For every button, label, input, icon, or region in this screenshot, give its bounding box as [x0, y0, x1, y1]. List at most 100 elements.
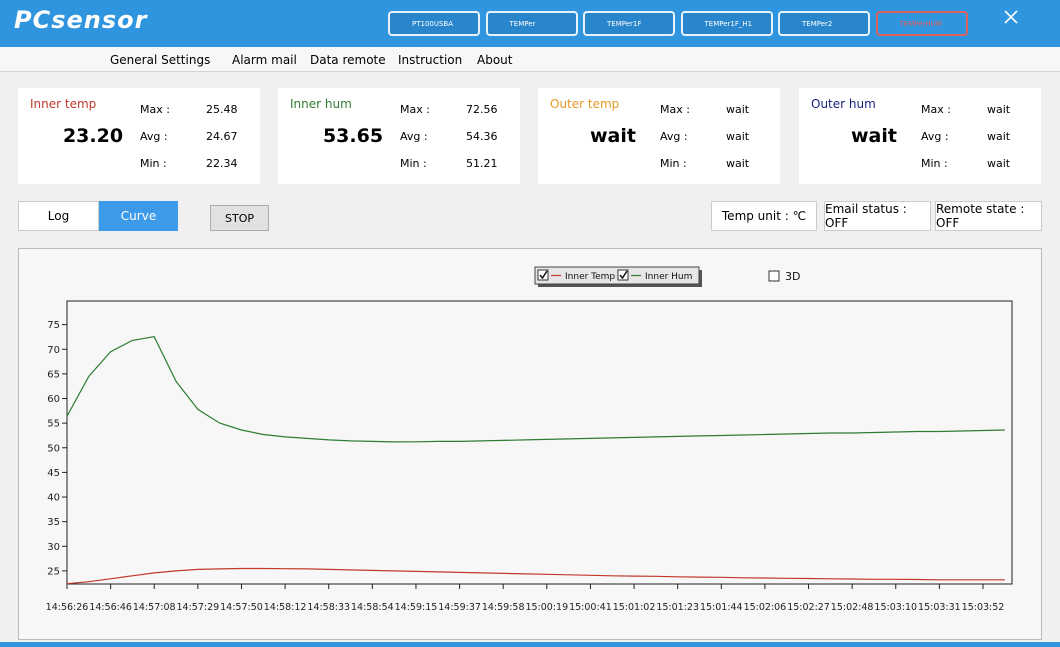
legend-label: Inner Hum: [645, 272, 692, 282]
y-tick-label: 75: [47, 320, 60, 331]
legend-label: Inner Temp: [565, 272, 615, 282]
x-tick-label: 15:02:48: [831, 602, 874, 613]
stat-label: Avg :: [660, 130, 688, 143]
x-tick-label: 15:00:19: [525, 602, 568, 613]
x-tick-label: 14:59:58: [482, 602, 525, 613]
stat-value: wait: [987, 103, 1011, 116]
stat-label: Min :: [140, 157, 167, 170]
x-tick-label: 14:56:46: [89, 602, 132, 613]
stat-label: Avg :: [140, 130, 168, 143]
data-line: [66, 567, 1005, 585]
stop-button[interactable]: STOP: [210, 205, 269, 231]
stat-value: 22.34: [206, 157, 238, 170]
x-tick-label: 14:58:54: [351, 602, 394, 613]
data-line: [66, 336, 1005, 443]
check-mark: [539, 270, 548, 280]
stat-label: Max :: [660, 103, 690, 116]
chart-panel: 25 30 35 40 45 50 55 60 65 70 75 14:56:26 14:56:46 14…: [18, 248, 1042, 640]
bottom-border: [0, 642, 1060, 647]
y-tick-label: 65: [47, 369, 60, 380]
x-tick-label: 15:02:06: [744, 602, 787, 613]
stat-value: 24.67: [206, 130, 238, 143]
x-tick-label: 14:59:37: [438, 602, 481, 613]
stat-label: Max :: [400, 103, 430, 116]
plot-area: [66, 300, 1013, 585]
legend-checkbox[interactable]: [617, 269, 629, 281]
3d-checkbox[interactable]: [768, 270, 780, 282]
menu-bar: General Settings Alarm mail Data remote Ins…: [0, 47, 1060, 72]
y-tick-label: 60: [47, 394, 60, 405]
curve-tab[interactable]: Curve: [99, 201, 178, 231]
reading-card: Inner temp 23.20 Max : 25.48 Avg : 24.67 Min :…: [18, 88, 260, 184]
x-tick-label: 15:01:02: [613, 602, 656, 613]
device-tab[interactable]: PT100USBA: [388, 11, 480, 36]
y-tick-label: 50: [47, 443, 60, 454]
x-tick-label: 14:57:29: [177, 602, 220, 613]
y-tick-label: 55: [47, 419, 60, 430]
check-mark: [619, 270, 628, 280]
menu-item[interactable]: About: [477, 53, 513, 67]
y-tick-label: 45: [47, 468, 60, 479]
stat-label: Avg :: [400, 130, 428, 143]
y-tick-label: 70: [47, 345, 60, 356]
stat-value: 72.56: [466, 103, 498, 116]
stat-label: Max :: [921, 103, 951, 116]
menu-item[interactable]: Data remote: [310, 53, 386, 67]
x-tick-label: 15:02:27: [787, 602, 830, 613]
x-tick-label: 15:00:41: [569, 602, 612, 613]
stat-value: wait: [726, 130, 750, 143]
card-value: 23.20: [62, 125, 124, 147]
stat-value: wait: [987, 130, 1011, 143]
3d-label: 3D: [785, 270, 800, 283]
card-label: Inner temp: [30, 97, 97, 111]
stat-value: 54.36: [466, 130, 498, 143]
stat-label: Min :: [660, 157, 687, 170]
y-tick-label: 40: [47, 493, 60, 504]
x-tick-label: 14:57:50: [220, 602, 263, 613]
stat-value: wait: [726, 157, 750, 170]
x-tick-label: 15:03:10: [874, 602, 917, 613]
stat-label: Avg :: [921, 130, 949, 143]
x-tick-label: 15:01:23: [656, 602, 699, 613]
card-value: wait: [851, 125, 897, 147]
device-tab[interactable]: TEMPer2: [778, 11, 870, 36]
reading-card: Outer temp wait Max : wait Avg : wait Min : wai…: [538, 88, 780, 184]
legend-checkbox[interactable]: [537, 269, 549, 281]
x-tick-label: 15:03:52: [962, 602, 1005, 613]
card-value: wait: [590, 125, 636, 147]
close-button[interactable]: [1004, 10, 1018, 24]
x-tick-label: 14:56:26: [46, 602, 89, 613]
y-tick-label: 35: [47, 517, 60, 528]
device-tab[interactable]: TEMPer: [485, 11, 578, 36]
y-tick-label: 25: [47, 566, 60, 577]
stat-label: Min :: [400, 157, 427, 170]
status-button[interactable]: Temp unit : ℃: [711, 201, 817, 231]
stat-label: Max :: [140, 103, 170, 116]
stat-label: Min :: [921, 157, 948, 170]
menu-item[interactable]: General Settings: [110, 53, 211, 67]
x-tick-label: 14:58:33: [307, 602, 350, 613]
status-button[interactable]: Remote state : OFF: [935, 201, 1042, 231]
reading-card: Inner hum 53.65 Max : 72.56 Avg : 54.36 Min : 5…: [278, 88, 520, 184]
legend-box: [534, 266, 700, 285]
log-tab[interactable]: Log: [18, 201, 99, 231]
device-tab[interactable]: TEMPer1F: [583, 11, 675, 36]
card-value: 53.65: [322, 125, 384, 147]
x-tick-label: 15:01:44: [700, 602, 743, 613]
device-tab[interactable]: TEMPer1F_H1: [680, 11, 773, 36]
stat-value: wait: [987, 157, 1011, 170]
menu-item[interactable]: Instruction: [398, 53, 463, 67]
menu-item[interactable]: Alarm mail: [232, 53, 297, 67]
stat-value: wait: [726, 103, 750, 116]
status-button[interactable]: Email status : OFF: [824, 201, 931, 231]
x-tick-label: 14:59:15: [395, 602, 438, 613]
stat-value: 25.48: [206, 103, 238, 116]
logo: PCsensor: [14, 6, 148, 34]
x-tick-label: 14:57:08: [133, 602, 176, 613]
device-tab[interactable]: TEMPerHUM: [875, 11, 968, 36]
header: PCsensor PT100USBA TEMPer TEMPer1F TEMPer1F…: [0, 0, 1060, 47]
x-tick-label: 14:58:12: [264, 602, 307, 613]
reading-card: Outer hum wait Max : wait Avg : wait Min : wait: [799, 88, 1041, 184]
